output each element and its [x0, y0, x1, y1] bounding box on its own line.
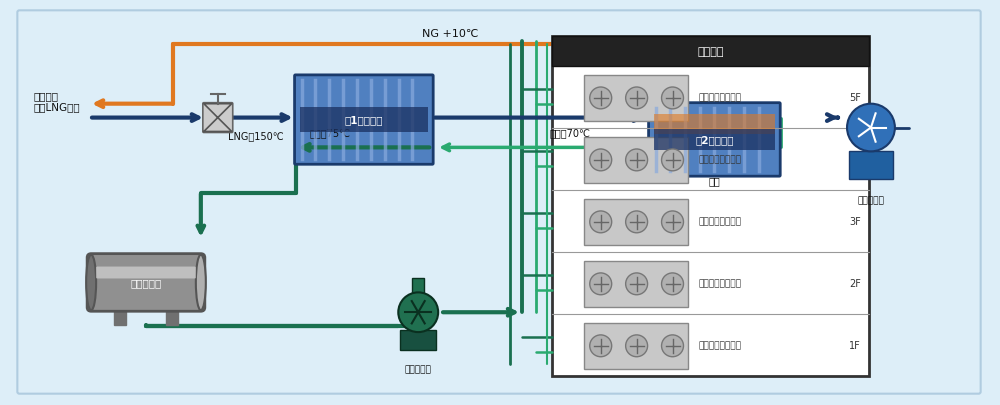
FancyBboxPatch shape: [584, 323, 688, 369]
Text: 冷蔵倉庫: 冷蔵倉庫: [697, 47, 724, 57]
Text: NG +10℃: NG +10℃: [422, 29, 478, 39]
Text: ユニットクーラー: ユニットクーラー: [698, 155, 741, 164]
Text: 冷媒ドラム: 冷媒ドラム: [130, 278, 162, 288]
Text: ユニットクーラー: ユニットクーラー: [698, 217, 741, 226]
Text: 5F: 5F: [849, 93, 861, 103]
Text: 3F: 3F: [849, 216, 861, 226]
Text: 東京ガス
根岸LNG基地: 東京ガス 根岸LNG基地: [33, 91, 80, 112]
FancyBboxPatch shape: [203, 103, 233, 133]
Circle shape: [590, 273, 612, 295]
Bar: [114, 305, 126, 325]
Text: 1F: 1F: [849, 340, 861, 350]
FancyBboxPatch shape: [295, 76, 433, 165]
Circle shape: [398, 293, 438, 332]
Text: 冷媒－70℃: 冷媒－70℃: [549, 128, 590, 138]
Text: 2F: 2F: [849, 278, 861, 288]
Text: LNG－150℃: LNG－150℃: [228, 131, 284, 141]
Circle shape: [590, 335, 612, 357]
FancyBboxPatch shape: [584, 76, 688, 122]
Circle shape: [662, 273, 683, 295]
Text: 4F: 4F: [849, 155, 861, 164]
Circle shape: [626, 273, 648, 295]
Text: ユニットクーラー: ユニットクーラー: [698, 93, 741, 102]
Text: ユニットクーラー: ユニットクーラー: [698, 279, 741, 288]
Text: 第2熱交換器: 第2熱交換器: [695, 135, 734, 145]
FancyBboxPatch shape: [584, 138, 688, 183]
FancyBboxPatch shape: [584, 261, 688, 307]
Text: ユニットクーラー: ユニットクーラー: [698, 341, 741, 350]
Circle shape: [626, 335, 648, 357]
Ellipse shape: [196, 255, 206, 311]
Circle shape: [626, 88, 648, 110]
FancyBboxPatch shape: [584, 199, 688, 245]
Ellipse shape: [86, 255, 96, 311]
FancyBboxPatch shape: [300, 107, 428, 133]
Text: 第1熱交換器: 第1熱交換器: [345, 115, 383, 125]
FancyBboxPatch shape: [654, 129, 775, 151]
Circle shape: [662, 149, 683, 171]
FancyBboxPatch shape: [552, 37, 869, 67]
Circle shape: [590, 149, 612, 171]
Circle shape: [626, 149, 648, 171]
FancyBboxPatch shape: [849, 152, 893, 180]
FancyBboxPatch shape: [96, 267, 196, 279]
Text: 冷媒ポンプ: 冷媒ポンプ: [405, 364, 432, 373]
Text: 温水ポンプ: 温水ポンプ: [858, 196, 884, 205]
Circle shape: [590, 211, 612, 233]
FancyBboxPatch shape: [87, 254, 205, 311]
Circle shape: [662, 335, 683, 357]
FancyBboxPatch shape: [552, 37, 869, 376]
FancyBboxPatch shape: [400, 330, 436, 350]
Text: 冷媒－75℃: 冷媒－75℃: [310, 128, 351, 138]
FancyBboxPatch shape: [17, 11, 981, 394]
Bar: [166, 305, 178, 325]
Circle shape: [590, 88, 612, 110]
FancyBboxPatch shape: [412, 279, 424, 294]
FancyBboxPatch shape: [644, 101, 785, 196]
Circle shape: [662, 88, 683, 110]
Text: 水槽: 水槽: [709, 176, 720, 185]
FancyBboxPatch shape: [649, 103, 780, 177]
Circle shape: [626, 211, 648, 233]
FancyBboxPatch shape: [654, 114, 775, 134]
Circle shape: [662, 211, 683, 233]
Circle shape: [847, 104, 895, 152]
